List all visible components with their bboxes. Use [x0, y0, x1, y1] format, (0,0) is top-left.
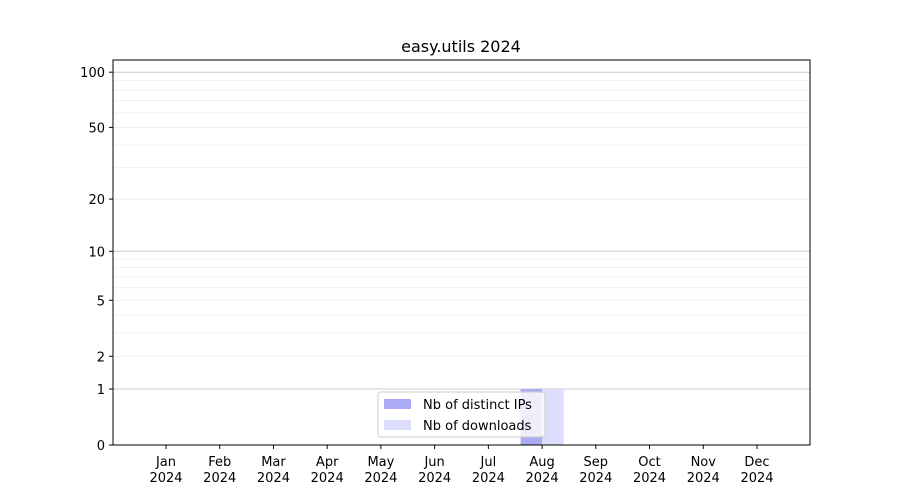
legend-label: Nb of downloads	[423, 419, 532, 434]
y-tick-label: 20	[88, 193, 105, 208]
x-tick-label: Aug	[529, 455, 554, 470]
y-tick-label: 10	[88, 245, 105, 260]
x-tick-label: Jan	[155, 455, 176, 470]
x-tick-label: 2024	[526, 471, 559, 486]
y-tick-label: 0	[97, 439, 105, 454]
x-tick-label: Sep	[584, 455, 609, 470]
x-tick-label: 2024	[364, 471, 397, 486]
y-tick-label: 1	[97, 383, 105, 398]
x-tick-label: Mar	[261, 455, 286, 470]
legend-label: Nb of distinct IPs	[423, 398, 532, 413]
x-tick-label: Jul	[480, 455, 497, 470]
x-tick-label: 2024	[418, 471, 451, 486]
x-tick-label: Jun	[423, 455, 444, 470]
x-tick-label: 2024	[149, 471, 182, 486]
x-tick-label: 2024	[633, 471, 666, 486]
x-tick-label: Oct	[638, 455, 660, 470]
plot-frame	[112, 59, 811, 446]
y-tick-label: 2	[97, 350, 105, 365]
legend-box	[377, 391, 546, 438]
y-tick-label: 50	[88, 121, 105, 136]
y-tick-label: 100	[80, 66, 105, 81]
y-tick-label: 5	[97, 294, 105, 309]
legend-swatch	[384, 399, 411, 409]
x-tick-label: 2024	[472, 471, 505, 486]
x-tick-label: Apr	[316, 455, 339, 470]
x-tick-label: May	[367, 455, 394, 470]
x-tick-label: 2024	[257, 471, 290, 486]
x-tick-label: 2024	[311, 471, 344, 486]
x-tick-label: Nov	[691, 455, 717, 470]
legend-swatch	[384, 420, 411, 430]
x-tick-label: 2024	[579, 471, 612, 486]
x-tick-label: 2024	[740, 471, 773, 486]
x-tick-label: 2024	[203, 471, 236, 486]
bar	[542, 389, 564, 445]
x-tick-label: Dec	[744, 455, 769, 470]
x-tick-label: Feb	[208, 455, 231, 470]
chart-title: easy.utils 2024	[401, 37, 521, 56]
x-tick-label: 2024	[687, 471, 720, 486]
